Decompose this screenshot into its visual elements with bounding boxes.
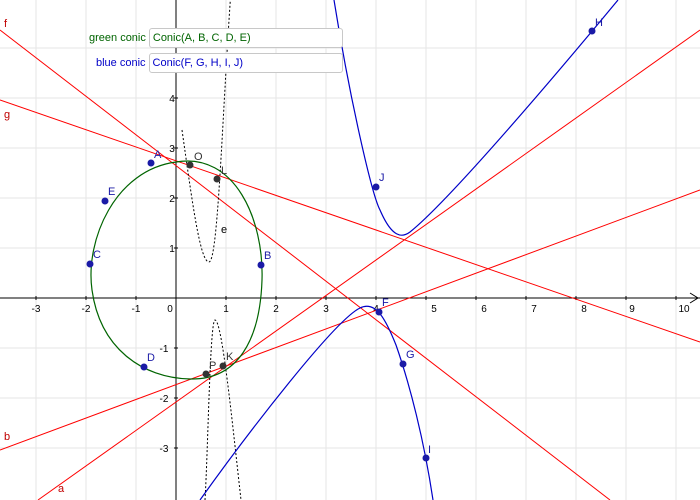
line-label-a: a	[58, 483, 65, 495]
y-tick-label: -1	[160, 344, 169, 355]
point-O[interactable]	[186, 161, 194, 169]
x-tick-label: 9	[629, 304, 635, 315]
x-tick-label: 1	[223, 304, 229, 315]
line-label-b: b	[4, 431, 10, 443]
point-L[interactable]	[213, 175, 221, 183]
point-label-I: I	[428, 444, 431, 456]
line-label-g: g	[4, 109, 10, 121]
blue-conic-lower-branch[interactable]	[199, 305, 434, 500]
x-tick-label: 10	[678, 304, 690, 315]
x-tick-label: 5	[431, 304, 437, 315]
point-J[interactable]	[372, 183, 380, 191]
point-K[interactable]	[219, 362, 227, 370]
point-A[interactable]	[147, 159, 155, 167]
point-E[interactable]	[101, 197, 109, 205]
point-P[interactable]	[202, 370, 210, 378]
point-label-D: D	[147, 352, 155, 364]
point-label-A: A	[154, 149, 162, 161]
green-conic-input-row: green conic Conic(A, B, C, D, E)	[89, 28, 343, 48]
point-label-H: H	[595, 17, 603, 29]
point-I[interactable]	[422, 454, 430, 462]
y-tick-label: -3	[160, 444, 169, 455]
x-tick-label: -1	[132, 304, 141, 315]
green-conic[interactable]	[90, 160, 263, 380]
x-tick-label: 7	[531, 304, 537, 315]
y-tick-label: 4	[169, 94, 175, 105]
line-a[interactable]	[37, 29, 700, 500]
green-conic-definition-field[interactable]: Conic(A, B, C, D, E)	[148, 28, 343, 48]
point-label-F: F	[382, 297, 389, 309]
x-tick-label: 6	[481, 304, 487, 315]
blue-conic-label: blue conic	[96, 57, 146, 69]
point-B[interactable]	[257, 261, 265, 269]
point-label-K: K	[226, 351, 234, 363]
line-b[interactable]	[0, 189, 700, 451]
line-label-f: f	[4, 18, 8, 30]
curve-e[interactable]	[181, 0, 242, 500]
point-C[interactable]	[86, 260, 94, 268]
x-tick-label: 3	[323, 304, 329, 315]
green-conic-label: green conic	[89, 32, 146, 44]
point-D[interactable]	[140, 363, 148, 371]
point-H[interactable]	[588, 27, 596, 35]
point-F[interactable]	[375, 308, 383, 316]
point-label-B: B	[264, 250, 271, 262]
point-label-O: O	[194, 151, 203, 163]
curve-label-e: e	[221, 224, 227, 236]
point-label-L: L	[221, 165, 227, 177]
y-tick-label: -2	[160, 394, 169, 405]
point-label-C: C	[93, 249, 101, 261]
point-label-G: G	[406, 349, 415, 361]
point-G[interactable]	[399, 360, 407, 368]
x-tick-label: 8	[581, 304, 587, 315]
y-tick-label: 2	[169, 194, 175, 205]
x-tick-label: -3	[32, 304, 41, 315]
blue-conic-definition-field[interactable]: Conic(F, G, H, I, J)	[148, 53, 343, 73]
x-tick-label: 0	[167, 304, 173, 315]
line-f[interactable]	[0, 29, 611, 500]
blue-conic-upper-branch[interactable]	[333, 0, 619, 236]
y-tick-label: 3	[169, 144, 175, 155]
point-label-J: J	[379, 172, 385, 184]
line-g[interactable]	[0, 99, 700, 343]
point-label-P: P	[209, 360, 216, 372]
y-tick-label: 1	[169, 244, 175, 255]
x-tick-label: -2	[82, 304, 91, 315]
x-tick-label: 2	[273, 304, 279, 315]
point-label-E: E	[108, 186, 115, 198]
blue-conic-input-row: blue conic Conic(F, G, H, I, J)	[96, 53, 343, 73]
